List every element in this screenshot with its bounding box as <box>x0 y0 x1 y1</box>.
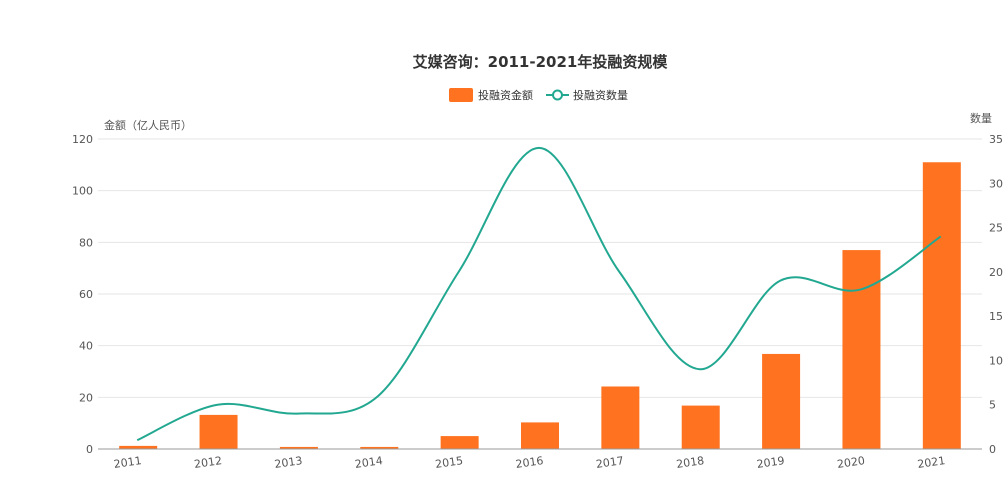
legend-item-count[interactable]: 投融资数量 <box>546 88 628 102</box>
bar-2012[interactable] <box>199 414 238 449</box>
count-line-path[interactable] <box>136 146 942 442</box>
legend-swatch-amount <box>449 88 473 102</box>
bar-series-amount <box>119 162 961 449</box>
x-tick-label: 2012 <box>193 454 223 471</box>
bar-2017[interactable] <box>601 386 640 449</box>
x-tick-label: 2011 <box>113 454 143 471</box>
legend-swatch-count-marker <box>552 89 563 101</box>
chart-title: 艾媒咨询：2011-2021年投融资规模 <box>413 53 669 71</box>
bar-2013[interactable] <box>279 446 318 449</box>
left-axis-label: 金额（亿人民币） <box>104 118 192 132</box>
count-point-2019[interactable] <box>779 280 781 282</box>
left-tick-label: 60 <box>79 288 93 301</box>
bar-2021[interactable] <box>922 162 961 449</box>
right-tick-label: 15 <box>989 310 1003 323</box>
left-tick-label: 100 <box>72 185 93 198</box>
x-tick-label: 2019 <box>756 454 786 471</box>
line-series-count <box>136 146 942 442</box>
right-tick-label: 30 <box>989 177 1003 190</box>
x-tick-label: 2013 <box>274 454 304 471</box>
count-point-2016[interactable] <box>538 147 540 149</box>
left-tick-label: 0 <box>86 443 93 456</box>
x-tick-label: 2018 <box>675 454 705 471</box>
count-point-2015[interactable] <box>458 271 460 273</box>
right-tick-label: 0 <box>989 443 996 456</box>
left-tick-label: 120 <box>72 133 93 146</box>
legend-label-amount: 投融资金额 <box>478 88 533 102</box>
right-axis-label: 数量 <box>970 112 992 125</box>
count-point-2011[interactable] <box>136 439 138 441</box>
count-point-2013[interactable] <box>297 413 299 415</box>
right-tick-label: 5 <box>989 399 996 412</box>
left-tick-label: 40 <box>79 340 93 353</box>
right-tick-label: 20 <box>989 266 1003 279</box>
x-tick-label: 2014 <box>354 454 384 471</box>
x-tick-label: 2015 <box>434 454 464 471</box>
x-tick-label: 2020 <box>836 454 866 471</box>
bar-2014[interactable] <box>360 446 399 449</box>
count-point-2014[interactable] <box>377 395 379 397</box>
legend-item-amount[interactable]: 投融资金额 <box>449 88 533 102</box>
right-tick-label: 10 <box>989 354 1003 367</box>
bar-2015[interactable] <box>440 436 479 449</box>
bar-2019[interactable] <box>762 353 801 449</box>
grid-lines <box>98 138 982 398</box>
bar-2011[interactable] <box>119 445 158 449</box>
left-tick-label: 80 <box>79 236 93 249</box>
right-axis-ticks: 0 5 10 15 20 25 30 35 <box>989 133 1003 456</box>
left-tick-label: 20 <box>79 391 93 404</box>
right-tick-label: 35 <box>989 133 1003 146</box>
legend[interactable]: 投融资金额 投融资数量 <box>449 88 628 102</box>
x-tick-label: 2016 <box>515 454 545 471</box>
left-axis-ticks: 0 20 40 60 80 100 120 <box>72 133 93 456</box>
count-point-2020[interactable] <box>859 289 861 291</box>
x-tick-label: 2021 <box>917 454 947 471</box>
bar-2016[interactable] <box>521 422 559 449</box>
x-axis-ticks: 2011 2012 2013 2014 2015 2016 2017 2018 2019 2020… <box>113 454 946 471</box>
count-point-2012[interactable] <box>217 404 219 406</box>
bar-2018[interactable] <box>681 405 720 449</box>
legend-label-count: 投融资数量 <box>573 88 628 102</box>
right-tick-label: 25 <box>989 222 1003 235</box>
bar-2020[interactable] <box>842 250 881 449</box>
x-tick-label: 2017 <box>595 454 625 471</box>
count-point-2017[interactable] <box>618 271 620 273</box>
count-point-2018[interactable] <box>699 368 701 370</box>
count-point-2021[interactable] <box>940 235 942 237</box>
